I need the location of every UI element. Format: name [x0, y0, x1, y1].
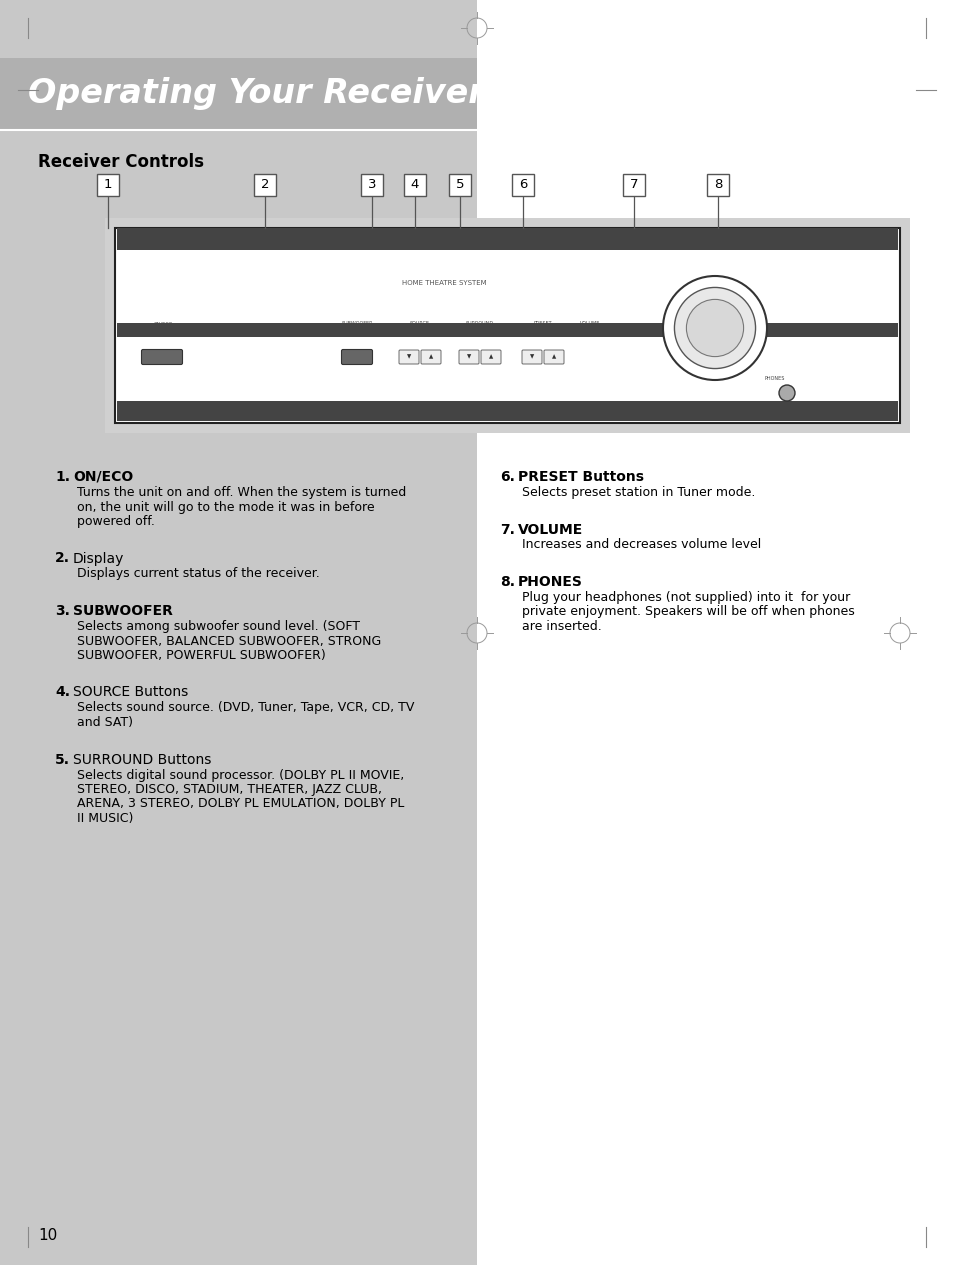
Text: SUBWOOFER, BALANCED SUBWOOFER, STRONG: SUBWOOFER, BALANCED SUBWOOFER, STRONG	[77, 635, 381, 648]
Text: and SAT): and SAT)	[77, 716, 132, 729]
Text: VOLUME: VOLUME	[579, 321, 599, 326]
Text: Plug your headphones (not supplied) into it  for your: Plug your headphones (not supplied) into…	[521, 591, 849, 603]
Text: 6.: 6.	[499, 471, 515, 484]
Text: 8: 8	[713, 178, 721, 191]
Text: SUBWOOFER: SUBWOOFER	[73, 603, 172, 619]
Text: 5: 5	[456, 178, 464, 191]
Text: SOURCE: SOURCE	[410, 321, 430, 326]
Text: Displays current status of the receiver.: Displays current status of the receiver.	[77, 568, 319, 581]
Text: 3.: 3.	[55, 603, 70, 619]
Bar	[117, 323, 897, 336]
Text: ▼: ▼	[529, 354, 534, 359]
FancyBboxPatch shape	[253, 175, 275, 196]
Text: SUBWOOFER, POWERFUL SUBWOOFER): SUBWOOFER, POWERFUL SUBWOOFER)	[77, 649, 325, 662]
FancyBboxPatch shape	[341, 349, 372, 364]
Text: 1.: 1.	[55, 471, 70, 484]
Circle shape	[662, 276, 766, 380]
Text: 7: 7	[629, 178, 638, 191]
Text: 4.: 4.	[55, 686, 70, 700]
Text: Display: Display	[73, 552, 124, 565]
FancyBboxPatch shape	[543, 350, 563, 364]
Text: VOLUME: VOLUME	[517, 522, 582, 536]
Circle shape	[685, 300, 742, 357]
Text: Turns the unit on and off. When the system is turned: Turns the unit on and off. When the syst…	[77, 486, 406, 498]
Text: ▲: ▲	[551, 354, 556, 359]
Bar	[105, 218, 909, 433]
Text: ▲: ▲	[488, 354, 493, 359]
Text: on, the unit will go to the mode it was in before: on, the unit will go to the mode it was …	[77, 501, 375, 514]
Text: ▼: ▼	[406, 354, 411, 359]
FancyBboxPatch shape	[512, 175, 534, 196]
Text: ▲: ▲	[429, 354, 433, 359]
Text: 3: 3	[367, 178, 375, 191]
Text: ARENA, 3 STEREO, DOLBY PL EMULATION, DOLBY PL: ARENA, 3 STEREO, DOLBY PL EMULATION, DOL…	[77, 797, 404, 811]
Text: PHONES: PHONES	[517, 576, 582, 589]
Bar	[117, 228, 897, 250]
FancyBboxPatch shape	[521, 350, 541, 364]
Text: Selects digital sound processor. (DOLBY PL II MOVIE,: Selects digital sound processor. (DOLBY …	[77, 769, 404, 782]
Text: private enjoyment. Speakers will be off when phones: private enjoyment. Speakers will be off …	[521, 606, 854, 619]
Text: Operating Your Receiver: Operating Your Receiver	[28, 77, 484, 110]
Bar	[115, 228, 899, 423]
FancyBboxPatch shape	[141, 349, 182, 364]
Text: 1: 1	[104, 178, 112, 191]
FancyBboxPatch shape	[706, 175, 728, 196]
Text: 5.: 5.	[55, 753, 70, 767]
Text: ▼: ▼	[466, 354, 471, 359]
FancyBboxPatch shape	[403, 175, 426, 196]
FancyBboxPatch shape	[480, 350, 500, 364]
Text: ON/ECO: ON/ECO	[153, 321, 172, 326]
FancyBboxPatch shape	[398, 350, 418, 364]
Text: STEREO, DISCO, STADIUM, THEATER, JAZZ CLUB,: STEREO, DISCO, STADIUM, THEATER, JAZZ CL…	[77, 783, 381, 796]
Text: SURROUND Buttons: SURROUND Buttons	[73, 753, 212, 767]
Text: Receiver Controls: Receiver Controls	[38, 153, 204, 171]
Text: Selects among subwoofer sound level. (SOFT: Selects among subwoofer sound level. (SO…	[77, 620, 359, 632]
Text: 7.: 7.	[499, 522, 515, 536]
Text: 2.: 2.	[55, 552, 70, 565]
FancyBboxPatch shape	[449, 175, 471, 196]
Text: PRESET Buttons: PRESET Buttons	[517, 471, 643, 484]
Text: SURROUND: SURROUND	[465, 321, 494, 326]
Bar	[0, 58, 476, 130]
FancyBboxPatch shape	[458, 350, 478, 364]
Bar	[0, 0, 476, 1265]
Text: powered off.: powered off.	[77, 515, 154, 528]
FancyBboxPatch shape	[97, 175, 119, 196]
FancyBboxPatch shape	[360, 175, 382, 196]
FancyBboxPatch shape	[622, 175, 644, 196]
Text: HOME THEATRE SYSTEM: HOME THEATRE SYSTEM	[402, 280, 486, 286]
Text: 8.: 8.	[499, 576, 515, 589]
Text: SOURCE Buttons: SOURCE Buttons	[73, 686, 188, 700]
Text: 10: 10	[38, 1227, 57, 1242]
Bar	[117, 401, 897, 421]
Text: PHONES: PHONES	[764, 376, 784, 381]
Text: Selects preset station in Tuner mode.: Selects preset station in Tuner mode.	[521, 486, 755, 498]
Text: SUBWOOFER: SUBWOOFER	[341, 321, 373, 326]
Text: II MUSIC): II MUSIC)	[77, 812, 133, 825]
Circle shape	[674, 287, 755, 368]
Text: PRESET: PRESET	[533, 321, 552, 326]
Text: Increases and decreases volume level: Increases and decreases volume level	[521, 539, 760, 552]
Text: ON/ECO: ON/ECO	[73, 471, 133, 484]
Text: are inserted.: are inserted.	[521, 620, 601, 632]
Text: 6: 6	[518, 178, 527, 191]
Text: 4: 4	[411, 178, 418, 191]
Circle shape	[779, 385, 794, 401]
Text: 2: 2	[260, 178, 269, 191]
FancyBboxPatch shape	[420, 350, 440, 364]
Text: Selects sound source. (DVD, Tuner, Tape, VCR, CD, TV: Selects sound source. (DVD, Tuner, Tape,…	[77, 702, 414, 715]
